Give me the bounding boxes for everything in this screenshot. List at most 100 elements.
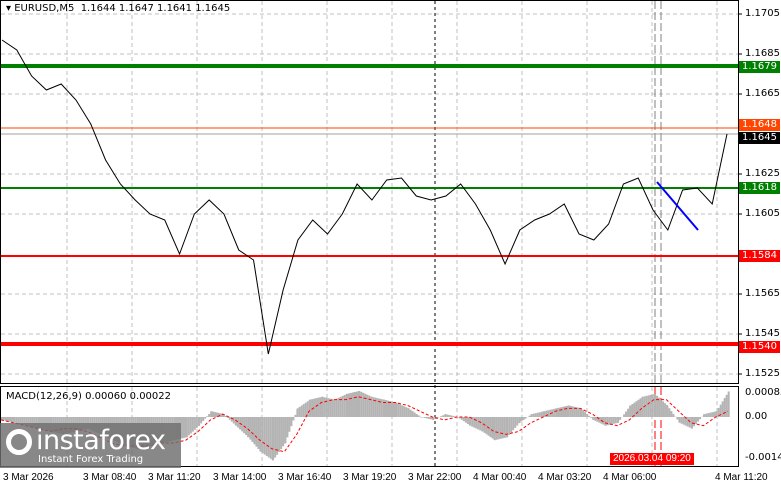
macd-histogram-bar [491,417,494,439]
price-axis-label: 1.1625 [745,168,780,179]
ask-label: 1.1648 [739,119,780,131]
macd-histogram-bar [212,411,215,417]
cursor-time-label: 2026.03.04 09:20 [610,453,694,465]
macd-histogram-bar [510,417,513,433]
macd-histogram-bar [376,398,379,417]
macd-histogram-bar [479,417,482,431]
macd-histogram-bar [302,404,305,417]
macd-histogram-bar [3,417,5,421]
macd-histogram-bar [193,417,196,430]
macd-histogram-bar [409,409,412,417]
macd-histogram-bar [263,417,266,455]
macd-histogram-bar [278,417,281,452]
macd-histogram-bar [87,417,90,429]
macd-histogram-bar [189,417,192,434]
macd-histogram-bar [259,417,262,452]
level-label: 1.1618 [739,182,780,194]
macd-histogram-bar [284,417,287,444]
macd-histogram-bar [666,405,669,417]
macd-histogram-bar [413,412,416,417]
macd-histogram-bar [520,417,523,422]
macd-histogram-bar [705,413,708,417]
macd-histogram-bar [415,413,418,417]
macd-histogram-bar [200,417,203,424]
time-axis-label: 3 Mar 14:00 [213,472,267,483]
macd-histogram-bar [309,399,312,417]
macd-histogram-bar [423,417,426,418]
macd-histogram-bar [651,394,654,417]
price-axis-label: 1.1605 [745,208,780,219]
macd-histogram-bar [23,417,26,426]
level-label: 1.1540 [739,341,780,353]
macd-histogram-bar [333,399,336,417]
level-label: 1.1584 [739,250,780,262]
macd-histogram-bar [317,397,320,417]
macd-histogram-bar [582,410,585,417]
macd-histogram-bar [697,417,700,422]
macd-histogram-bar [557,407,560,417]
macd-histogram-bar [458,417,461,419]
macd-histogram-bar [429,417,432,420]
macd-histogram-bar [563,406,566,417]
macd-histogram-bar [555,408,558,417]
gear-icon [6,429,32,455]
macd-histogram-bar [487,417,490,436]
macd-histogram-bar [356,391,359,417]
macd-histogram-bar [35,417,38,429]
macd-histogram-bar [693,417,696,427]
macd-histogram-bar [573,406,576,417]
macd-histogram-bar [514,417,517,428]
macd-histogram-bar [723,398,726,417]
macd-histogram-bar [475,417,478,429]
macd-histogram-bar [1,417,3,420]
macd-histogram-bar [596,417,599,422]
macd-histogram-bar [7,417,9,422]
macd-histogram-bar [378,398,381,417]
macd-histogram-bar [267,417,270,458]
macd-histogram-bar [454,416,457,417]
macd-histogram-bar [386,400,389,417]
macd-histogram-bar [232,417,235,424]
price-axis-label: 1.1525 [745,368,780,379]
macd-histogram-bar [688,417,691,428]
macd-histogram-bar [676,417,679,420]
main-panel-frame [0,0,739,384]
macd-histogram-bar [214,412,217,417]
macd-histogram-bar [590,417,593,418]
macd-histogram-bar [627,408,630,417]
macd-histogram-bar [727,391,730,417]
macd-histogram-bar [604,417,607,426]
macd-histogram-bar [442,415,445,417]
macd-histogram-bar [366,394,369,417]
macd-histogram-bar [241,417,244,432]
macd-histogram-bar [670,411,673,417]
macd-histogram-bar [695,417,698,424]
macd-histogram-bar [571,406,574,417]
macd-histogram-bar [547,410,550,417]
macd-histogram-bar [380,399,383,417]
macd-histogram-bar [288,417,291,432]
macd-histogram-bar [407,408,410,417]
macd-histogram-bar [444,414,447,417]
macd-histogram-bar [382,399,385,417]
trend-line [656,181,699,231]
logo-tagline: Instant Forex Trading [38,454,144,465]
macd-histogram-bar [641,396,644,417]
macd-histogram-bar [658,397,661,417]
macd-histogram-bar [608,417,611,425]
macd-histogram-bar [374,397,377,417]
macd-histogram-bar [311,399,314,417]
macd-histogram-bar [249,417,252,440]
macd-histogram-bar [341,395,344,417]
macd-histogram-bar [499,417,502,439]
macd-histogram-bar [575,407,578,417]
macd-histogram-bar [306,401,309,417]
macd-histogram-bar [255,417,258,447]
macd-histogram-bar [534,413,537,417]
time-axis-label: 4 Mar 00:40 [473,472,527,483]
macd-histogram-bar [335,398,338,417]
macd-histogram-bar [411,411,414,417]
macd-histogram-bar [300,405,303,417]
